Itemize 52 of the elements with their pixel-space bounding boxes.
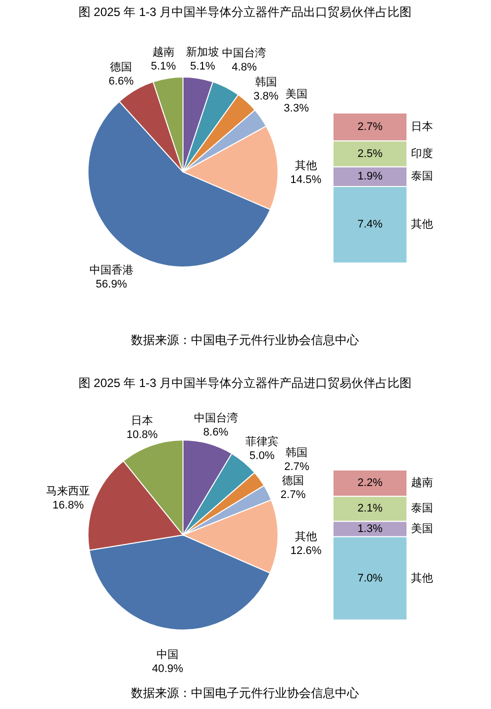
data-label: 5.1% xyxy=(190,60,216,73)
slice-label: 马来西亚 xyxy=(46,484,90,498)
slice-label: 中国 xyxy=(156,648,179,662)
series-label: 泰国 xyxy=(411,502,433,515)
data-label: 3.8% xyxy=(253,90,279,103)
slice-label: 德国 xyxy=(282,474,304,487)
data-label: 10.8% xyxy=(126,428,158,441)
data-label: 2.7% xyxy=(280,488,306,501)
source-note: 数据来源：中国电子元件行业协会信息中心 xyxy=(131,686,359,700)
series-label: 其他 xyxy=(411,218,433,231)
slice-label: 中国香港 xyxy=(89,263,134,276)
data-label: 40.9% xyxy=(152,663,184,676)
series-label: 美国 xyxy=(411,522,433,535)
data-label: 7.0% xyxy=(357,572,383,584)
data-label: 2.7% xyxy=(357,120,383,133)
slice-label: 其他 xyxy=(294,159,317,172)
slice-label: 菲律宾 xyxy=(245,435,278,448)
data-label: 3.3% xyxy=(284,102,310,114)
series-label: 越南 xyxy=(411,476,433,490)
data-label: 16.8% xyxy=(52,500,84,512)
source-note: 数据来源：中国电子元件行业协会信息中心 xyxy=(131,333,359,347)
data-label: 56.9% xyxy=(96,278,128,290)
data-label: 5.1% xyxy=(150,60,176,73)
slice-label: 中国台湾 xyxy=(194,411,238,424)
slice-label: 韩国 xyxy=(255,76,277,89)
slice-label: 其他 xyxy=(294,530,317,544)
slice-label: 越南 xyxy=(152,46,174,59)
slice-label: 新加坡 xyxy=(186,46,220,59)
data-label: 6.6% xyxy=(108,75,134,88)
series-label: 日本 xyxy=(411,120,433,133)
data-label: 2.1% xyxy=(357,502,383,515)
slice-label: 美国 xyxy=(285,87,308,100)
data-label: 1.9% xyxy=(357,170,383,183)
series-label: 泰国 xyxy=(411,170,433,183)
slice-label: 日本 xyxy=(131,414,154,427)
chart-title: 图 2025 年 1-3 月中国半导体分立器件产品出口贸易伙伴占比图 xyxy=(78,5,412,19)
data-label: 2.7% xyxy=(284,460,310,473)
data-label: 12.6% xyxy=(290,545,322,558)
data-label: 2.5% xyxy=(357,148,383,160)
data-label: 5.0% xyxy=(249,450,275,462)
slice-label: 韩国 xyxy=(286,446,308,459)
data-label: 14.5% xyxy=(290,174,322,186)
data-label: 8.6% xyxy=(203,426,229,438)
data-label: 1.3% xyxy=(357,522,383,535)
data-label: 2.2% xyxy=(357,477,383,490)
slice-label: 德国 xyxy=(110,61,132,74)
data-label: 4.8% xyxy=(232,61,257,74)
chart-title: 图 2025 年 1-3 月中国半导体分立器件产品进口贸易伙伴占比图 xyxy=(78,376,412,390)
series-label: 其他 xyxy=(411,571,433,584)
series-label: 印度 xyxy=(411,146,433,160)
data-label: 7.4% xyxy=(357,218,383,231)
slice-label: 中国台湾 xyxy=(222,46,266,60)
